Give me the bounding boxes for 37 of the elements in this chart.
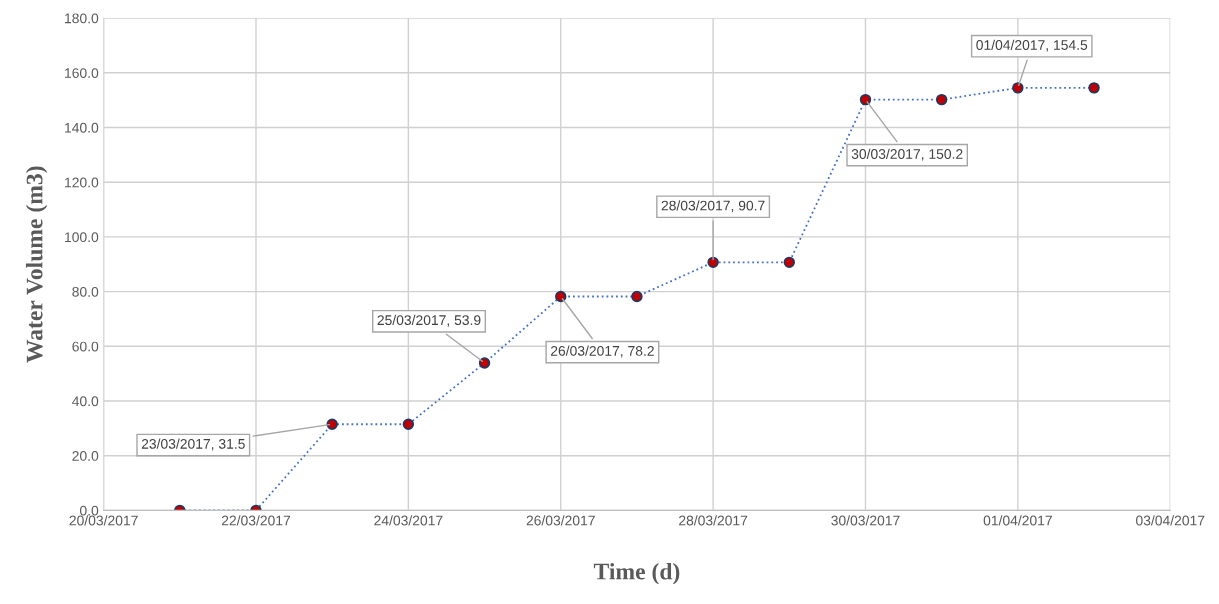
y-tick-label: 100.0 [65,232,99,243]
point [555,290,567,303]
point [402,418,415,430]
y-axis-title: Water Volume (m3) [25,166,48,363]
y-tick-label: 0.0 [79,505,99,516]
point [783,256,795,269]
y-tick-label: 140.0 [65,122,99,133]
x-tick-label: 20/03/2017 [69,515,138,526]
annotation: 01/04/2017, 154.5 [976,39,1088,52]
y-tick-label: 160.0 [65,68,99,78]
point [1012,82,1024,94]
point [631,290,643,303]
x-tick-label: 03/04/2017 [1136,515,1205,526]
annotation: 23/03/2017, 31.5 [141,438,245,451]
x-tick-label: 24/03/2017 [374,515,443,526]
y-tick-label: 120.0 [65,177,99,188]
x-tick-label: 01/04/2017 [983,515,1052,526]
y-tick-label: 60.0 [72,341,99,352]
point [1088,82,1100,94]
y-tick-label: 40.0 [72,396,99,407]
annotation: 28/03/2017, 90.7 [661,200,765,213]
x-axis-title: Time (d) [593,562,680,585]
annotation: 26/03/2017, 78.2 [550,345,654,358]
x-tick-label: 28/03/2017 [679,515,748,526]
y-tick-label: 180.0 [65,13,99,24]
x-tick-label: 22/03/2017 [221,515,291,526]
point [707,256,719,269]
x-tick-label: 30/03/2017 [831,515,900,526]
point [478,357,491,369]
point [859,93,872,106]
annotation: 30/03/2017, 150.2 [851,148,963,161]
point [935,93,948,106]
y-tick-label: 20.0 [72,451,99,461]
annotation: 25/03/2017, 53.9 [377,314,481,327]
point [326,418,338,430]
x-tick-label: 26/03/2017 [526,515,595,526]
y-tick-label: 80.0 [72,286,99,297]
